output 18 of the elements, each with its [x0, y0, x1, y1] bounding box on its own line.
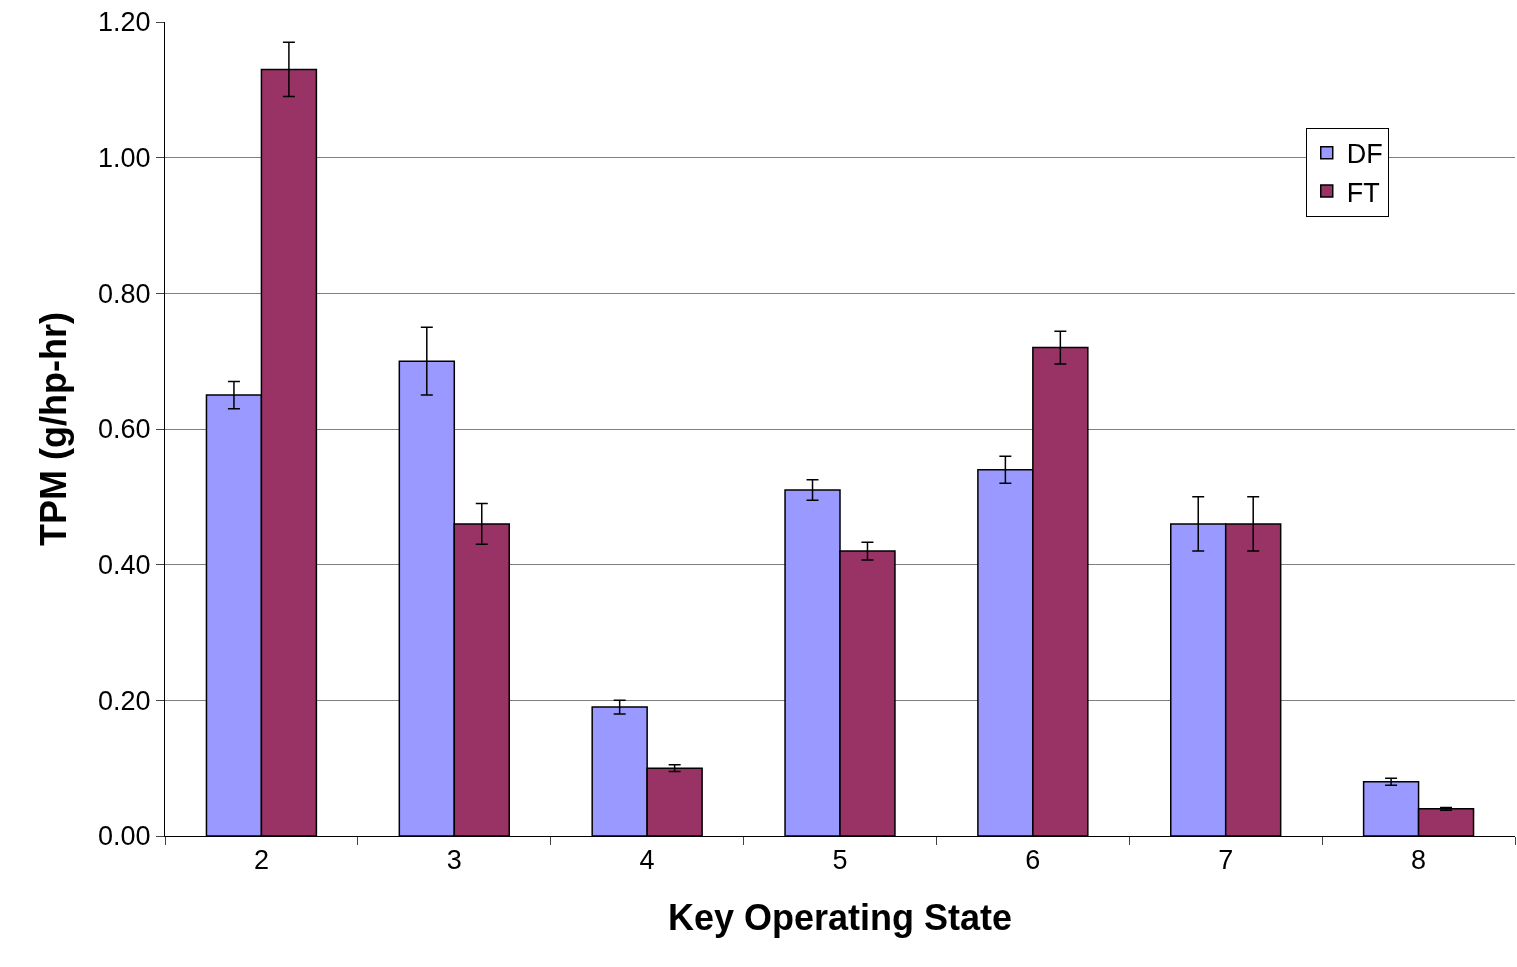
x-tick-label: 6 [1025, 845, 1041, 876]
x-axis-title: Key Operating State [667, 897, 1013, 939]
x-tick-label: 7 [1218, 845, 1234, 876]
y-tick-label: 0.00 [98, 821, 151, 852]
y-tick-label: 0.80 [98, 278, 151, 309]
x-tick-label: 2 [253, 845, 269, 876]
y-tick-label: 0.60 [98, 414, 151, 445]
y-tick-label: 1.20 [98, 7, 151, 38]
y-tick-label: 0.20 [98, 685, 151, 716]
x-tick-label: 3 [446, 845, 462, 876]
x-tick-label: 8 [1411, 845, 1427, 876]
x-tick-label: 4 [639, 845, 655, 876]
y-axis-title: TPM (g/hp-hr) [32, 312, 74, 546]
y-tick-label: 1.00 [98, 143, 151, 174]
legend-label: DF [1346, 139, 1383, 170]
x-tick-label: 5 [832, 845, 848, 876]
legend-label: FT [1346, 177, 1380, 208]
y-tick-label: 0.40 [98, 550, 151, 581]
